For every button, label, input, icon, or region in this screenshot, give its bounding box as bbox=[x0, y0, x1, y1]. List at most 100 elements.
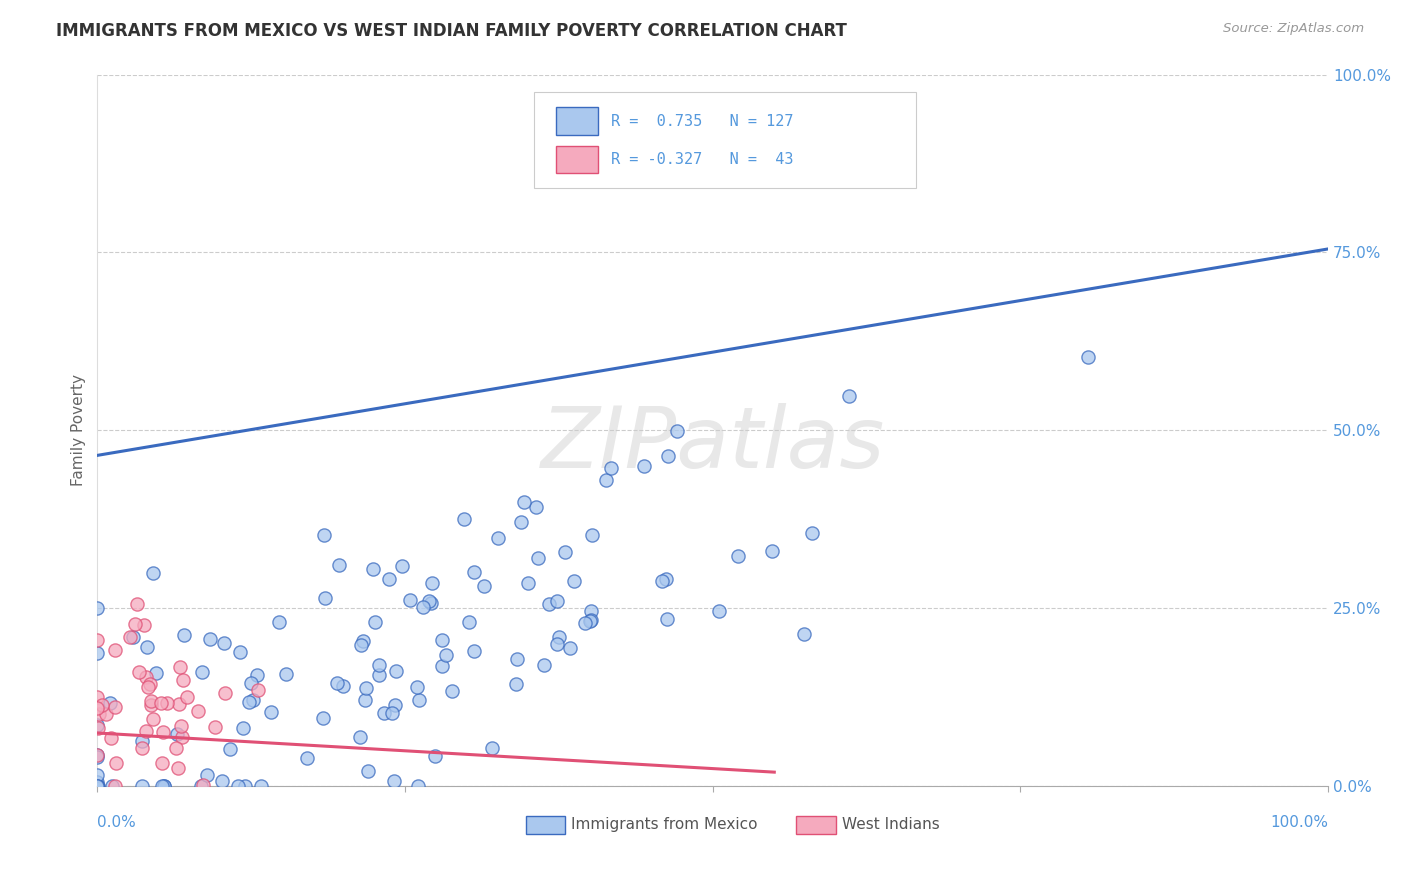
Point bbox=[274, 666, 297, 681]
Point bbox=[191, 778, 214, 792]
Point bbox=[260, 706, 283, 720]
Point bbox=[150, 696, 173, 710]
Point bbox=[328, 558, 350, 572]
Text: 0.0%: 0.0% bbox=[97, 815, 136, 830]
Point bbox=[86, 749, 108, 764]
Point bbox=[124, 616, 146, 631]
Point bbox=[560, 640, 582, 655]
Point bbox=[349, 731, 371, 745]
Point bbox=[86, 767, 108, 781]
Point bbox=[104, 643, 127, 657]
Point bbox=[191, 665, 214, 679]
Point bbox=[89, 706, 111, 721]
Point bbox=[165, 740, 187, 755]
Point bbox=[481, 740, 503, 755]
Point bbox=[408, 693, 430, 707]
Point bbox=[384, 664, 406, 678]
Point bbox=[145, 665, 167, 680]
Point bbox=[406, 681, 429, 695]
Point bbox=[314, 591, 336, 606]
Text: West Indians: West Indians bbox=[842, 817, 939, 832]
Point bbox=[176, 690, 198, 705]
Point bbox=[204, 720, 226, 734]
Point bbox=[350, 638, 373, 652]
Point bbox=[707, 604, 730, 618]
Point bbox=[167, 698, 190, 712]
Point bbox=[430, 659, 453, 673]
Point bbox=[354, 681, 377, 695]
Point bbox=[214, 686, 236, 700]
Point bbox=[136, 640, 159, 654]
Point bbox=[354, 692, 377, 706]
Point bbox=[141, 694, 163, 708]
Point bbox=[657, 612, 679, 626]
Point bbox=[98, 697, 121, 711]
Point bbox=[418, 593, 440, 607]
Point bbox=[166, 727, 188, 741]
Point bbox=[86, 700, 108, 714]
Text: IMMIGRANTS FROM MEXICO VS WEST INDIAN FAMILY POVERTY CORRELATION CHART: IMMIGRANTS FROM MEXICO VS WEST INDIAN FA… bbox=[56, 22, 846, 40]
Point bbox=[100, 731, 122, 746]
Point bbox=[131, 780, 153, 794]
Point bbox=[546, 594, 568, 608]
Point bbox=[312, 711, 335, 725]
Point bbox=[463, 565, 485, 579]
Point bbox=[553, 545, 575, 559]
Point bbox=[198, 632, 221, 646]
Point bbox=[91, 698, 114, 712]
Point bbox=[517, 576, 540, 591]
Point bbox=[727, 549, 749, 563]
Point bbox=[86, 780, 108, 794]
FancyBboxPatch shape bbox=[534, 92, 915, 188]
Point bbox=[96, 707, 118, 722]
Point bbox=[1077, 351, 1099, 365]
Point bbox=[152, 725, 174, 739]
Point bbox=[458, 615, 481, 630]
Point bbox=[326, 676, 349, 690]
Point bbox=[127, 597, 149, 611]
Point bbox=[87, 722, 110, 736]
FancyBboxPatch shape bbox=[796, 815, 835, 834]
Point bbox=[86, 747, 108, 762]
Point bbox=[332, 679, 354, 693]
Point bbox=[425, 749, 447, 764]
Point bbox=[86, 780, 108, 794]
Point bbox=[104, 780, 127, 794]
Point bbox=[581, 604, 603, 618]
Point bbox=[453, 512, 475, 526]
Point bbox=[548, 630, 571, 644]
Point bbox=[86, 633, 108, 648]
Point bbox=[142, 566, 165, 581]
Point bbox=[87, 780, 110, 794]
Point bbox=[368, 668, 391, 682]
Point bbox=[128, 665, 150, 680]
Point bbox=[246, 682, 269, 697]
Point bbox=[142, 712, 165, 726]
Point bbox=[86, 780, 108, 794]
Point bbox=[761, 543, 783, 558]
Point bbox=[86, 600, 108, 615]
Point bbox=[512, 495, 534, 509]
Point bbox=[463, 644, 485, 658]
Point bbox=[430, 633, 453, 648]
Point bbox=[486, 531, 509, 545]
Point bbox=[406, 780, 429, 794]
Point bbox=[170, 730, 193, 744]
Point bbox=[655, 573, 678, 587]
Point bbox=[131, 740, 153, 755]
Point bbox=[633, 458, 655, 473]
Point bbox=[538, 597, 561, 611]
Point bbox=[312, 528, 335, 542]
Point bbox=[361, 562, 384, 576]
Y-axis label: Family Poverty: Family Poverty bbox=[72, 375, 86, 486]
Point bbox=[357, 764, 380, 779]
Point bbox=[86, 780, 108, 794]
Point bbox=[212, 636, 235, 650]
Point bbox=[363, 615, 385, 629]
Point bbox=[524, 500, 547, 514]
Point bbox=[472, 579, 495, 593]
Point bbox=[173, 628, 195, 642]
Point bbox=[153, 780, 176, 794]
Point bbox=[546, 637, 568, 651]
Point bbox=[136, 680, 159, 694]
